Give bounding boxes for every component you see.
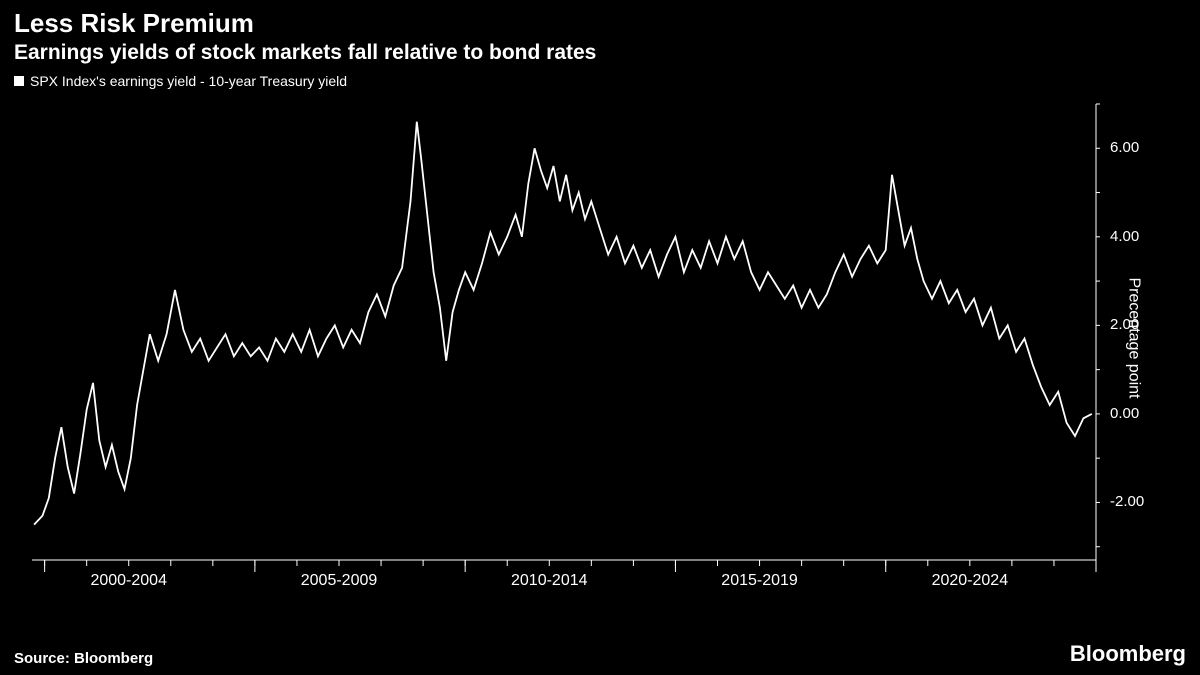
x-tick-label: 2015-2019 xyxy=(721,572,798,590)
y-tick-label: 0.00 xyxy=(1110,405,1139,422)
chart-subtitle: Earnings yields of stock markets fall re… xyxy=(0,41,1200,71)
x-tick-label: 2005-2009 xyxy=(301,572,378,590)
legend-label: SPX Index's earnings yield - 10-year Tre… xyxy=(30,73,347,89)
brand-logo: Bloomberg xyxy=(1070,641,1186,667)
line-chart xyxy=(32,98,1100,596)
source-attribution: Source: Bloomberg xyxy=(14,650,153,667)
x-tick-label: 2020-2024 xyxy=(932,572,1009,590)
legend-marker-icon xyxy=(14,76,24,86)
y-axis-label: Precentage point xyxy=(1125,277,1143,398)
y-tick-label: 2.00 xyxy=(1110,316,1139,333)
chart-title: Less Risk Premium xyxy=(0,0,1200,41)
y-tick-label: 4.00 xyxy=(1110,228,1139,245)
y-tick-label: -2.00 xyxy=(1110,493,1144,510)
x-tick-label: 2000-2004 xyxy=(90,572,167,590)
legend: SPX Index's earnings yield - 10-year Tre… xyxy=(0,71,1200,93)
y-tick-label: 6.00 xyxy=(1110,139,1139,156)
x-tick-label: 2010-2014 xyxy=(511,572,588,590)
